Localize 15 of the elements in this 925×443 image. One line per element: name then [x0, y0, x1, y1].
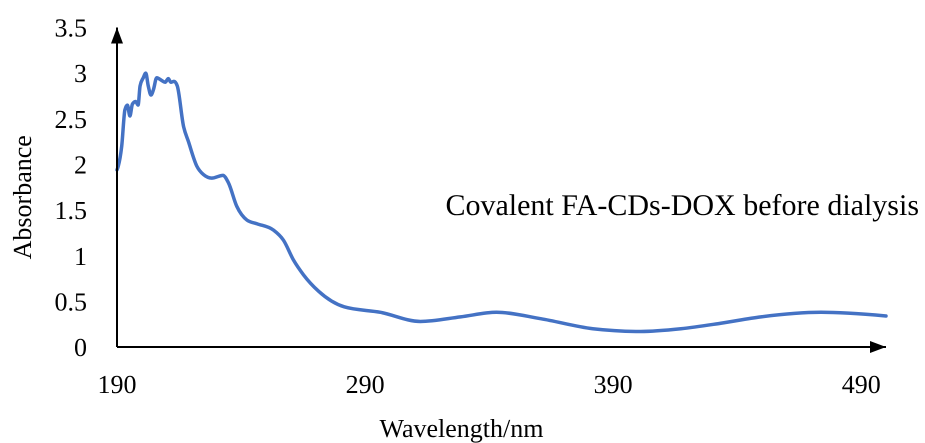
x-tick-label: 390 [594, 370, 633, 399]
x-tick-label: 190 [98, 370, 136, 399]
y-axis-title: Absorbance [8, 135, 37, 260]
y-tick-label: 2 [74, 150, 87, 180]
y-tick-label: 3.5 [54, 14, 87, 43]
x-axis-title: Wavelength/nm [380, 414, 544, 443]
y-tick-label: 2.5 [54, 104, 87, 134]
y-tick-label: 0.5 [54, 287, 87, 316]
x-tick-label: 490 [842, 370, 881, 399]
x-tick-label: 290 [346, 370, 385, 399]
annotation: Covalent FA-CDs-DOX before dialysis [445, 189, 919, 222]
y-tick-label: 3 [74, 59, 87, 88]
y-tick-label: 1 [74, 242, 87, 271]
y-tick-label: 0 [74, 333, 87, 362]
y-tick-label: 1.5 [54, 196, 87, 226]
